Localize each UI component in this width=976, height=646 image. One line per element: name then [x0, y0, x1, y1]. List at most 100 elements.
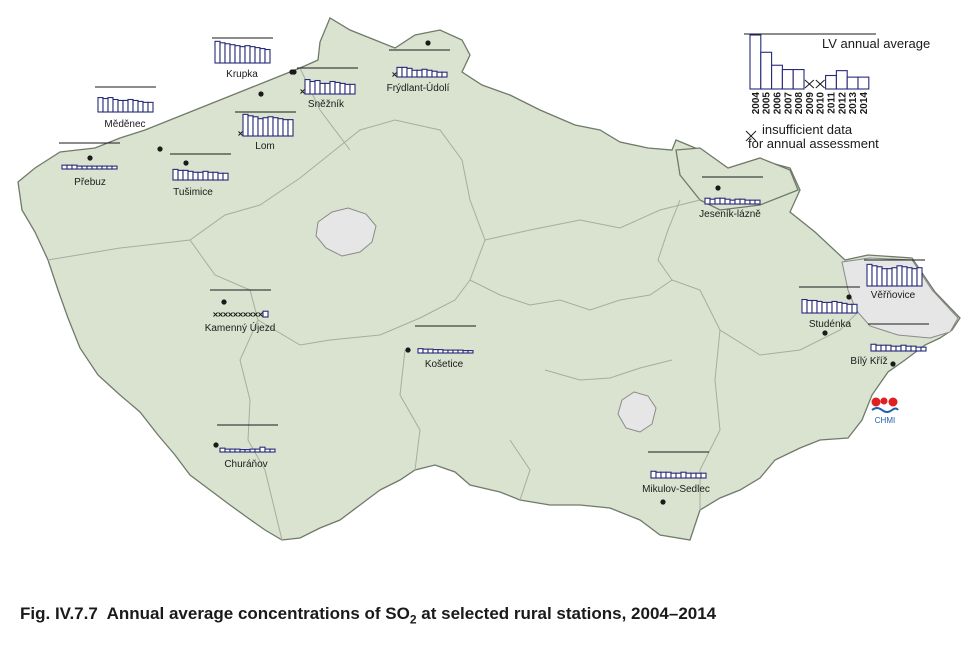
legend-cross-icon — [745, 130, 757, 142]
station-frydlant-udoli: Frýdlant-Údolí — [387, 40, 450, 94]
legend-bar — [771, 64, 783, 90]
insufficient-data-cross — [258, 312, 263, 317]
insufficient-data-cross — [238, 131, 243, 136]
station-bars — [801, 298, 858, 314]
bar — [916, 267, 923, 287]
station-bars — [238, 113, 294, 137]
legend: LV annual average 2004 2005 2006 2007 2008 20… — [744, 33, 930, 151]
bar — [252, 116, 259, 137]
bar — [254, 448, 261, 453]
station-label: Mikulov-Sedlec — [642, 484, 710, 495]
bar — [885, 344, 892, 352]
bar — [900, 344, 907, 352]
bar — [401, 66, 408, 78]
bar — [137, 100, 144, 113]
station-prebuz: Přebuz — [59, 142, 120, 188]
bar — [431, 70, 438, 78]
station-label: Studénka — [809, 319, 852, 330]
station-dot — [221, 299, 227, 305]
bar — [754, 199, 761, 205]
bar — [61, 164, 68, 170]
bar — [309, 80, 316, 95]
insufficient-data-cross — [228, 312, 233, 317]
bar — [739, 198, 746, 205]
bar — [462, 350, 469, 354]
legend-cross — [804, 79, 815, 89]
chmi-logo: CHMI — [871, 397, 899, 425]
legend-year-label: 2006 — [773, 92, 784, 115]
bar — [920, 346, 927, 352]
bar — [441, 71, 448, 78]
station-label: Sněžník — [308, 99, 345, 110]
bar — [282, 119, 289, 137]
bar — [685, 472, 692, 479]
station-label: Tušimice — [173, 187, 213, 198]
station-lom: Lom — [235, 91, 296, 152]
legend-year-label: 2009 — [805, 92, 816, 115]
bar — [452, 349, 459, 354]
stations-layer: Krupka Měděnec Sněžník Frýdlant-Údolí Lom Pře… — [59, 37, 929, 505]
legend-bar — [835, 70, 848, 90]
bar — [212, 171, 219, 181]
insufficient-data-cross — [243, 312, 248, 317]
bar — [915, 346, 922, 352]
bar — [102, 97, 109, 113]
bar — [234, 45, 241, 64]
bar — [811, 299, 818, 314]
station-bars — [172, 168, 229, 181]
legend-year-label: 2012 — [837, 92, 848, 115]
insufficient-data-cross — [392, 72, 397, 77]
bar — [229, 448, 236, 453]
bar — [744, 199, 751, 205]
bar — [675, 472, 682, 479]
region-borders — [47, 67, 913, 541]
legend-year-label: 2004 — [751, 92, 762, 115]
legend-bar — [781, 69, 794, 90]
bar — [801, 298, 808, 314]
station-kamenny-ujezd: Kamenný Újezd — [205, 289, 275, 334]
bar — [264, 48, 271, 64]
bar — [187, 170, 194, 181]
station-mikulov-sedlec: Mikulov-Sedlec — [642, 451, 710, 505]
bar — [222, 172, 229, 181]
legend-example-bars — [749, 34, 870, 90]
station-medenec: Měděnec — [95, 86, 163, 152]
bar — [836, 301, 843, 314]
station-studenka: Studénka — [799, 286, 860, 336]
bar — [234, 448, 241, 453]
bar — [876, 266, 883, 287]
bar — [344, 83, 351, 95]
station-dot — [425, 40, 431, 46]
map: Krupka Měděnec Sněžník Frýdlant-Údolí Lom Pře… — [17, 17, 961, 541]
bar — [851, 303, 858, 314]
bar — [101, 165, 108, 170]
station-bars — [61, 164, 118, 170]
brno-area — [617, 391, 657, 433]
bar — [207, 171, 214, 181]
bar — [272, 117, 279, 137]
bar — [467, 350, 474, 354]
bar — [334, 81, 341, 95]
bar — [881, 268, 888, 287]
bar — [749, 199, 756, 205]
station-label: Měděnec — [104, 119, 145, 130]
legend-year-label: 2007 — [783, 92, 794, 115]
legend-year-label: 2011 — [827, 92, 838, 114]
logo-dot-left — [871, 397, 881, 407]
logo-dot-right — [888, 397, 898, 407]
bar — [457, 349, 464, 354]
logo-wave — [871, 407, 899, 413]
prague-area — [315, 207, 377, 257]
station-dot — [890, 361, 896, 367]
caption-period: 2004–2014 — [631, 604, 717, 623]
bar — [147, 101, 154, 113]
bar — [314, 79, 321, 95]
bar — [432, 349, 439, 354]
station-dot — [715, 185, 721, 191]
bar — [724, 198, 731, 205]
bar — [257, 118, 264, 137]
bar — [182, 169, 189, 181]
bar — [866, 263, 873, 287]
bar — [411, 69, 418, 78]
bar — [254, 47, 261, 64]
